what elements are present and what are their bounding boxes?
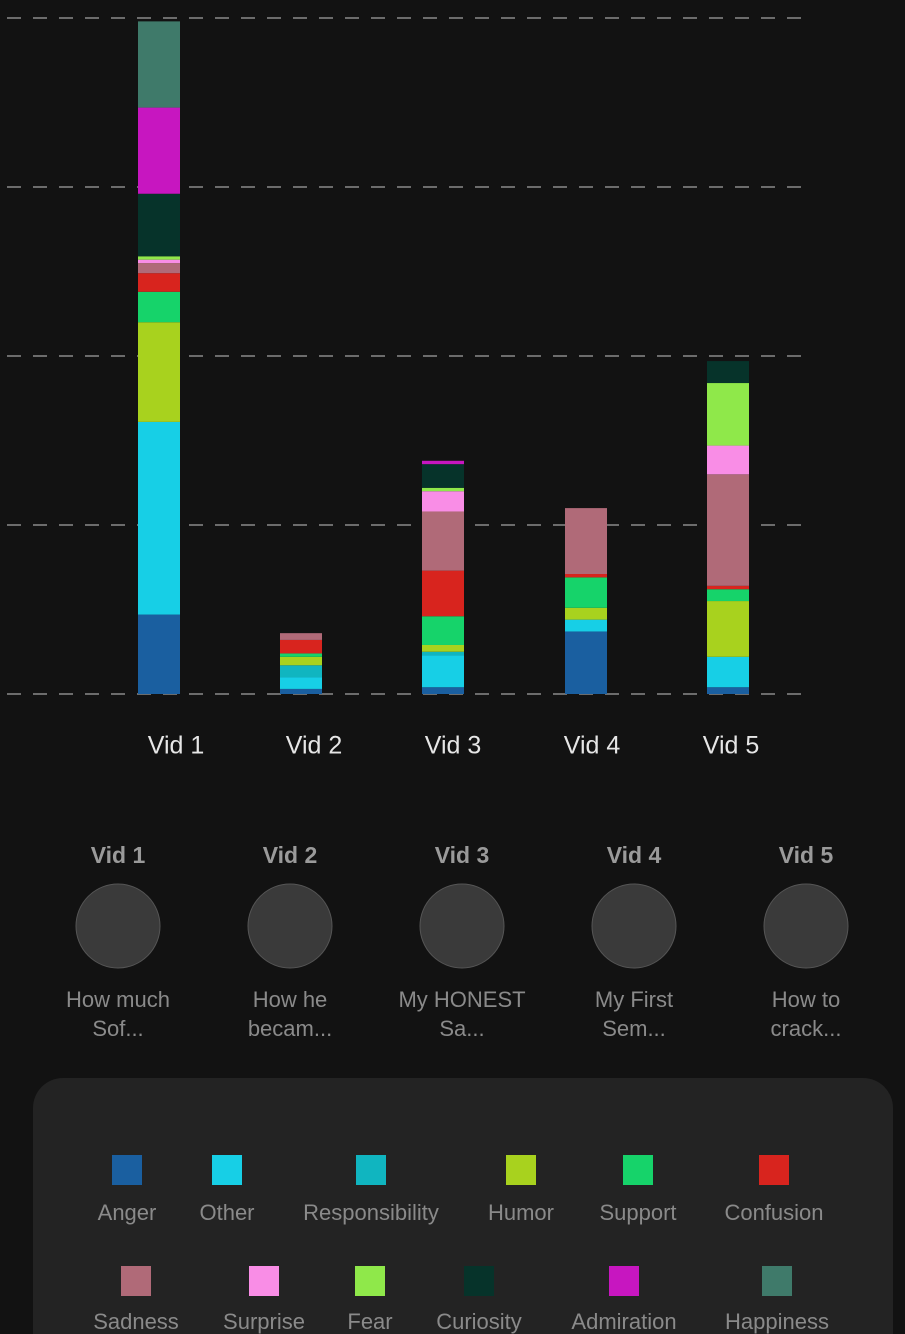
legend-label: Curiosity xyxy=(436,1309,522,1334)
video-label[interactable]: Vid 1 xyxy=(91,842,146,868)
bar-segment xyxy=(707,687,749,694)
bar-segment xyxy=(138,263,180,274)
bar-segment xyxy=(138,107,180,194)
legend-swatch xyxy=(356,1155,386,1185)
video-title[interactable]: crack... xyxy=(771,1016,842,1041)
legend-label: Support xyxy=(599,1200,676,1225)
video-thumbnail[interactable] xyxy=(419,883,505,969)
video-title[interactable]: becam... xyxy=(248,1016,332,1041)
video-title[interactable]: My HONEST xyxy=(398,987,525,1012)
legend-swatch xyxy=(623,1155,653,1185)
legend-swatch xyxy=(506,1155,536,1185)
bar-segment xyxy=(138,322,180,422)
x-tick-label: Vid 3 xyxy=(425,732,482,760)
legend-swatch xyxy=(762,1266,792,1296)
bar-segment xyxy=(707,601,749,657)
video-label[interactable]: Vid 2 xyxy=(263,842,318,868)
bar-segment xyxy=(422,616,464,645)
video-label[interactable]: Vid 3 xyxy=(435,842,490,868)
video-thumbnail[interactable] xyxy=(247,883,333,969)
legend-swatch xyxy=(249,1266,279,1296)
legend-swatch xyxy=(609,1266,639,1296)
legend-panel xyxy=(33,1078,893,1334)
bar-segment xyxy=(565,619,607,632)
bar-segment xyxy=(280,677,322,689)
bar-segment xyxy=(422,570,464,617)
legend-swatch xyxy=(464,1266,494,1296)
legend-label: Confusion xyxy=(724,1200,823,1225)
bar-segment xyxy=(707,361,749,384)
legend-label: Humor xyxy=(488,1200,554,1225)
bar-segment xyxy=(138,273,180,292)
bar-segment xyxy=(280,639,322,654)
bar-segment xyxy=(280,688,322,694)
video-label[interactable]: Vid 5 xyxy=(779,842,834,868)
bar-segment xyxy=(707,656,749,688)
bar-segment xyxy=(138,21,180,108)
legend-label: Sadness xyxy=(93,1309,179,1334)
bar-segment xyxy=(565,631,607,694)
bar-segment xyxy=(422,491,464,512)
bar-segment xyxy=(422,464,464,488)
video-title[interactable]: Sof... xyxy=(92,1016,143,1041)
bar-segment xyxy=(422,651,464,656)
bar-segment xyxy=(138,193,180,257)
bar-segment xyxy=(565,607,607,620)
legend-label: Admiration xyxy=(571,1309,676,1334)
video-title[interactable]: How much xyxy=(66,987,170,1012)
legend-swatch xyxy=(112,1155,142,1185)
bar-segment xyxy=(422,487,464,492)
bar-segment xyxy=(138,421,180,615)
bar-segment xyxy=(280,665,322,678)
legend-label: Other xyxy=(199,1200,254,1225)
bar-segment xyxy=(138,291,180,323)
video-title[interactable]: Sem... xyxy=(602,1016,666,1041)
x-tick-label: Vid 4 xyxy=(564,732,621,760)
bar-segment xyxy=(422,460,464,465)
bar-segment xyxy=(280,656,322,666)
bar-segment xyxy=(422,511,464,571)
x-tick-label: Vid 1 xyxy=(148,732,205,760)
bar-segment xyxy=(707,445,749,475)
bar-segment xyxy=(138,614,180,694)
bar-segment xyxy=(280,653,322,657)
bar-segment xyxy=(707,585,749,590)
bar-segment xyxy=(565,577,607,608)
video-title[interactable]: Sa... xyxy=(439,1016,484,1041)
legend-label: Fear xyxy=(347,1309,392,1334)
video-title[interactable]: How to xyxy=(772,987,840,1012)
legend-swatch xyxy=(759,1155,789,1185)
bar-segment xyxy=(707,589,749,602)
bar-segment xyxy=(280,633,322,640)
bar-segment xyxy=(707,474,749,586)
video-thumbnail[interactable] xyxy=(763,883,849,969)
bar-segment xyxy=(138,256,180,260)
bar-segment xyxy=(422,644,464,652)
legend-label: Happiness xyxy=(725,1309,829,1334)
legend-swatch xyxy=(212,1155,242,1185)
video-thumbnail[interactable] xyxy=(75,883,161,969)
x-tick-label: Vid 5 xyxy=(703,732,760,760)
legend-swatch xyxy=(355,1266,385,1296)
legend-label: Surprise xyxy=(223,1309,305,1334)
bar-segment xyxy=(422,655,464,688)
video-title[interactable]: How he xyxy=(253,987,328,1012)
legend-swatch xyxy=(121,1266,151,1296)
legend-label: Anger xyxy=(98,1200,157,1225)
video-title[interactable]: My First xyxy=(595,987,673,1012)
bar-segment xyxy=(422,687,464,694)
bar-segment xyxy=(138,259,180,264)
bar-segment xyxy=(565,574,607,578)
bar-segment xyxy=(707,383,749,446)
video-thumbnail[interactable] xyxy=(591,883,677,969)
bar-segment xyxy=(565,508,607,575)
legend-label: Responsibility xyxy=(303,1200,439,1225)
x-tick-label: Vid 2 xyxy=(286,732,343,760)
video-label[interactable]: Vid 4 xyxy=(607,842,662,868)
